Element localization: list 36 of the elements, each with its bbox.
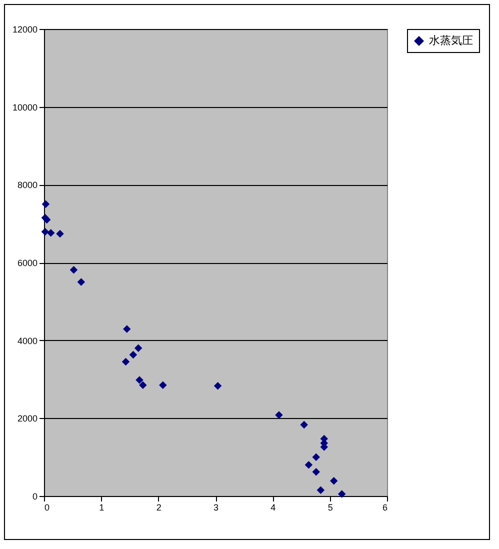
point xyxy=(312,468,320,476)
point xyxy=(123,325,131,333)
point xyxy=(139,381,147,389)
x-tick-label: 5 xyxy=(328,502,333,512)
y-tick-label: 2000 xyxy=(17,414,38,424)
x-tick-label: 6 xyxy=(382,502,388,512)
x-tick-label: 3 xyxy=(213,502,219,512)
x-tick-label: 4 xyxy=(270,502,276,512)
point xyxy=(77,278,86,286)
y-tick-label: 6000 xyxy=(17,258,38,268)
point xyxy=(129,350,138,359)
point xyxy=(214,382,222,390)
point xyxy=(56,230,64,238)
x-tick-label: 0 xyxy=(44,502,50,512)
point xyxy=(122,358,130,366)
y-tick-label: 4000 xyxy=(17,336,38,346)
point xyxy=(136,376,144,384)
legend-label: 水蒸気圧 xyxy=(429,34,473,47)
y-tick-label: 8000 xyxy=(17,180,38,190)
point xyxy=(330,476,338,485)
x-tick-label: 2 xyxy=(156,502,162,512)
y-tick-label: 0 xyxy=(32,492,38,502)
point xyxy=(134,344,142,352)
point xyxy=(338,490,346,498)
point xyxy=(316,486,325,494)
point xyxy=(312,453,320,461)
point xyxy=(42,200,50,208)
point xyxy=(300,420,308,429)
y-tick-label: 12000 xyxy=(12,24,38,34)
x-tick-label: 1 xyxy=(99,502,104,512)
point xyxy=(275,411,283,419)
point xyxy=(304,460,313,469)
y-tick-label: 10000 xyxy=(12,102,38,112)
point xyxy=(70,266,78,274)
point xyxy=(159,381,167,389)
point xyxy=(46,229,55,237)
